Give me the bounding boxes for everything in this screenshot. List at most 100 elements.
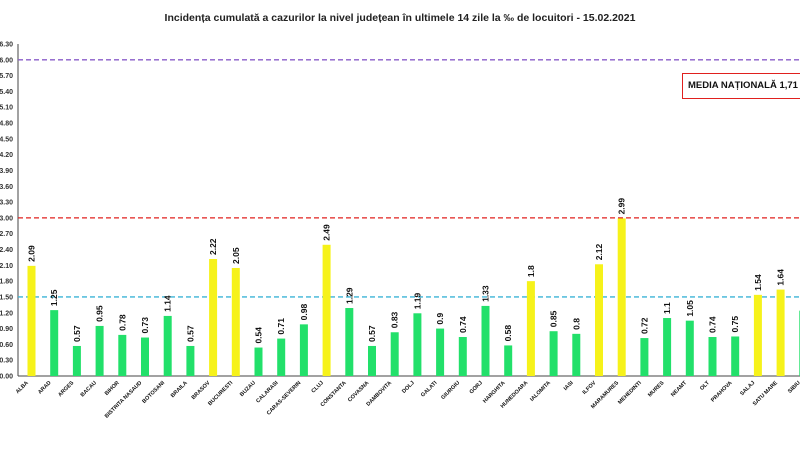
bar xyxy=(526,281,535,376)
y-tick-label: 5.70 xyxy=(0,73,13,80)
bar-value-label: 0.75 xyxy=(730,316,740,333)
bar xyxy=(731,336,740,376)
y-tick-label: 3.90 xyxy=(0,168,13,175)
bar-value-label: 1.54 xyxy=(753,274,763,291)
bar-value-label: 1.19 xyxy=(412,292,422,309)
y-tick-label: 4.50 xyxy=(0,136,13,143)
bar-value-label: 1.14 xyxy=(163,295,173,312)
x-tick-label: BUZAU xyxy=(239,380,257,398)
x-tick-label: IASI xyxy=(563,380,575,392)
bar xyxy=(753,294,762,376)
bar-value-label: 1.8 xyxy=(526,265,536,277)
y-tick-label: 1.50 xyxy=(0,294,13,301)
bar xyxy=(345,308,354,376)
bar-value-label: 1.29 xyxy=(344,287,354,304)
bar-value-label: 0.57 xyxy=(185,325,195,342)
x-tick-label: NEAMT xyxy=(670,380,689,399)
bar xyxy=(118,334,127,376)
bar xyxy=(413,313,422,376)
y-tick-label: 1.20 xyxy=(0,310,13,317)
y-tick-label: 0.60 xyxy=(0,342,13,349)
bar-value-label: 0.57 xyxy=(367,325,377,342)
bar xyxy=(186,345,195,376)
x-tick-label: ALBA xyxy=(15,380,30,395)
bar-value-label: 0.8 xyxy=(571,318,581,330)
bar-value-label: 0.85 xyxy=(549,310,559,327)
x-tick-label: SALAJ xyxy=(739,380,756,397)
bar xyxy=(663,318,672,376)
bar-value-label: 0.78 xyxy=(117,314,127,331)
bar-value-label: 0.54 xyxy=(254,327,264,344)
bar-value-label: 0.58 xyxy=(503,325,513,342)
bar-value-label: 2.05 xyxy=(231,247,241,264)
x-tick-label: ILFOV xyxy=(582,380,598,396)
y-tick-label: 3.00 xyxy=(0,215,13,222)
y-tick-label: 5.10 xyxy=(0,105,13,112)
x-tick-label: ARGES xyxy=(57,380,75,398)
y-tick-label: 4.80 xyxy=(0,121,13,128)
y-tick-label: 5.40 xyxy=(0,89,13,96)
bar-value-label: 1.05 xyxy=(685,300,695,317)
bar xyxy=(277,338,286,376)
bar-value-label: 0.72 xyxy=(639,317,649,334)
bar xyxy=(436,328,445,376)
bar xyxy=(322,244,331,376)
national-average-callout: MEDIA NAȚIONALĂ 1,71 xyxy=(682,73,800,99)
bar xyxy=(72,345,81,376)
bar-value-label: 2.99 xyxy=(617,198,627,215)
x-tick-label: ARAD xyxy=(37,380,52,395)
bar xyxy=(231,267,240,376)
x-tick-label: BOTOSANI xyxy=(141,380,166,405)
x-tick-label: IALOMITA xyxy=(529,380,552,403)
bar-value-label: 0.83 xyxy=(390,311,400,328)
bar-value-label: 0.9 xyxy=(435,312,445,324)
bar xyxy=(776,289,785,376)
bar xyxy=(685,320,694,376)
y-tick-label: 6.00 xyxy=(0,57,13,64)
x-tick-label: OLT xyxy=(699,380,711,392)
y-tick-label: 4.20 xyxy=(0,152,13,159)
bar xyxy=(95,325,104,376)
bar-value-label: 1.25 xyxy=(49,289,59,306)
x-tick-label: SIBIU xyxy=(787,380,800,395)
y-tick-label: 2.10 xyxy=(0,263,13,270)
bar xyxy=(458,337,467,376)
y-tick-label: 2.40 xyxy=(0,247,13,254)
bar xyxy=(708,337,717,376)
x-tick-label: PRAHOVA xyxy=(710,380,733,403)
y-tick-label: 0.90 xyxy=(0,326,13,333)
bar-value-label: 0.95 xyxy=(95,305,105,322)
x-tick-label: MEHEDINTI xyxy=(617,380,643,406)
bar xyxy=(572,333,581,376)
x-tick-label: BRAILA xyxy=(170,380,189,399)
bar-value-label: 1.1 xyxy=(662,302,672,314)
y-tick-label: 0.30 xyxy=(0,358,13,365)
x-tick-label: BIHOR xyxy=(104,380,121,397)
bar xyxy=(595,264,603,376)
bar-value-label: 2.12 xyxy=(594,243,604,260)
x-tick-label: SATU MARE xyxy=(752,380,779,407)
bar-value-label: 0.57 xyxy=(72,325,82,342)
x-tick-label: BRASOV xyxy=(191,380,212,401)
bar xyxy=(481,305,490,376)
chart-title: Incidența cumulată a cazurilor la nivel … xyxy=(164,12,636,24)
bar-value-label: 0.74 xyxy=(458,316,468,333)
bar xyxy=(163,315,172,376)
bar xyxy=(640,338,649,376)
bar xyxy=(549,331,558,376)
bar-value-label: 0.74 xyxy=(708,316,718,333)
x-tick-label: GIURGIU xyxy=(440,380,461,401)
bar-value-label: 2.09 xyxy=(27,245,37,262)
bar-value-label: 1.24 xyxy=(798,290,800,307)
x-tick-label: BACAU xyxy=(80,380,98,398)
y-tick-label: 2.70 xyxy=(0,231,13,238)
bar xyxy=(209,259,218,376)
bar xyxy=(141,337,149,376)
y-tick-label: 3.60 xyxy=(0,184,13,191)
x-tick-label: DOLJ xyxy=(401,380,416,395)
x-tick-label: CLUJ xyxy=(311,380,325,394)
x-tick-label: MURES xyxy=(647,380,666,399)
x-tick-label: GALATI xyxy=(420,380,439,399)
bar xyxy=(368,345,376,376)
bar-value-label: 2.22 xyxy=(208,238,218,255)
